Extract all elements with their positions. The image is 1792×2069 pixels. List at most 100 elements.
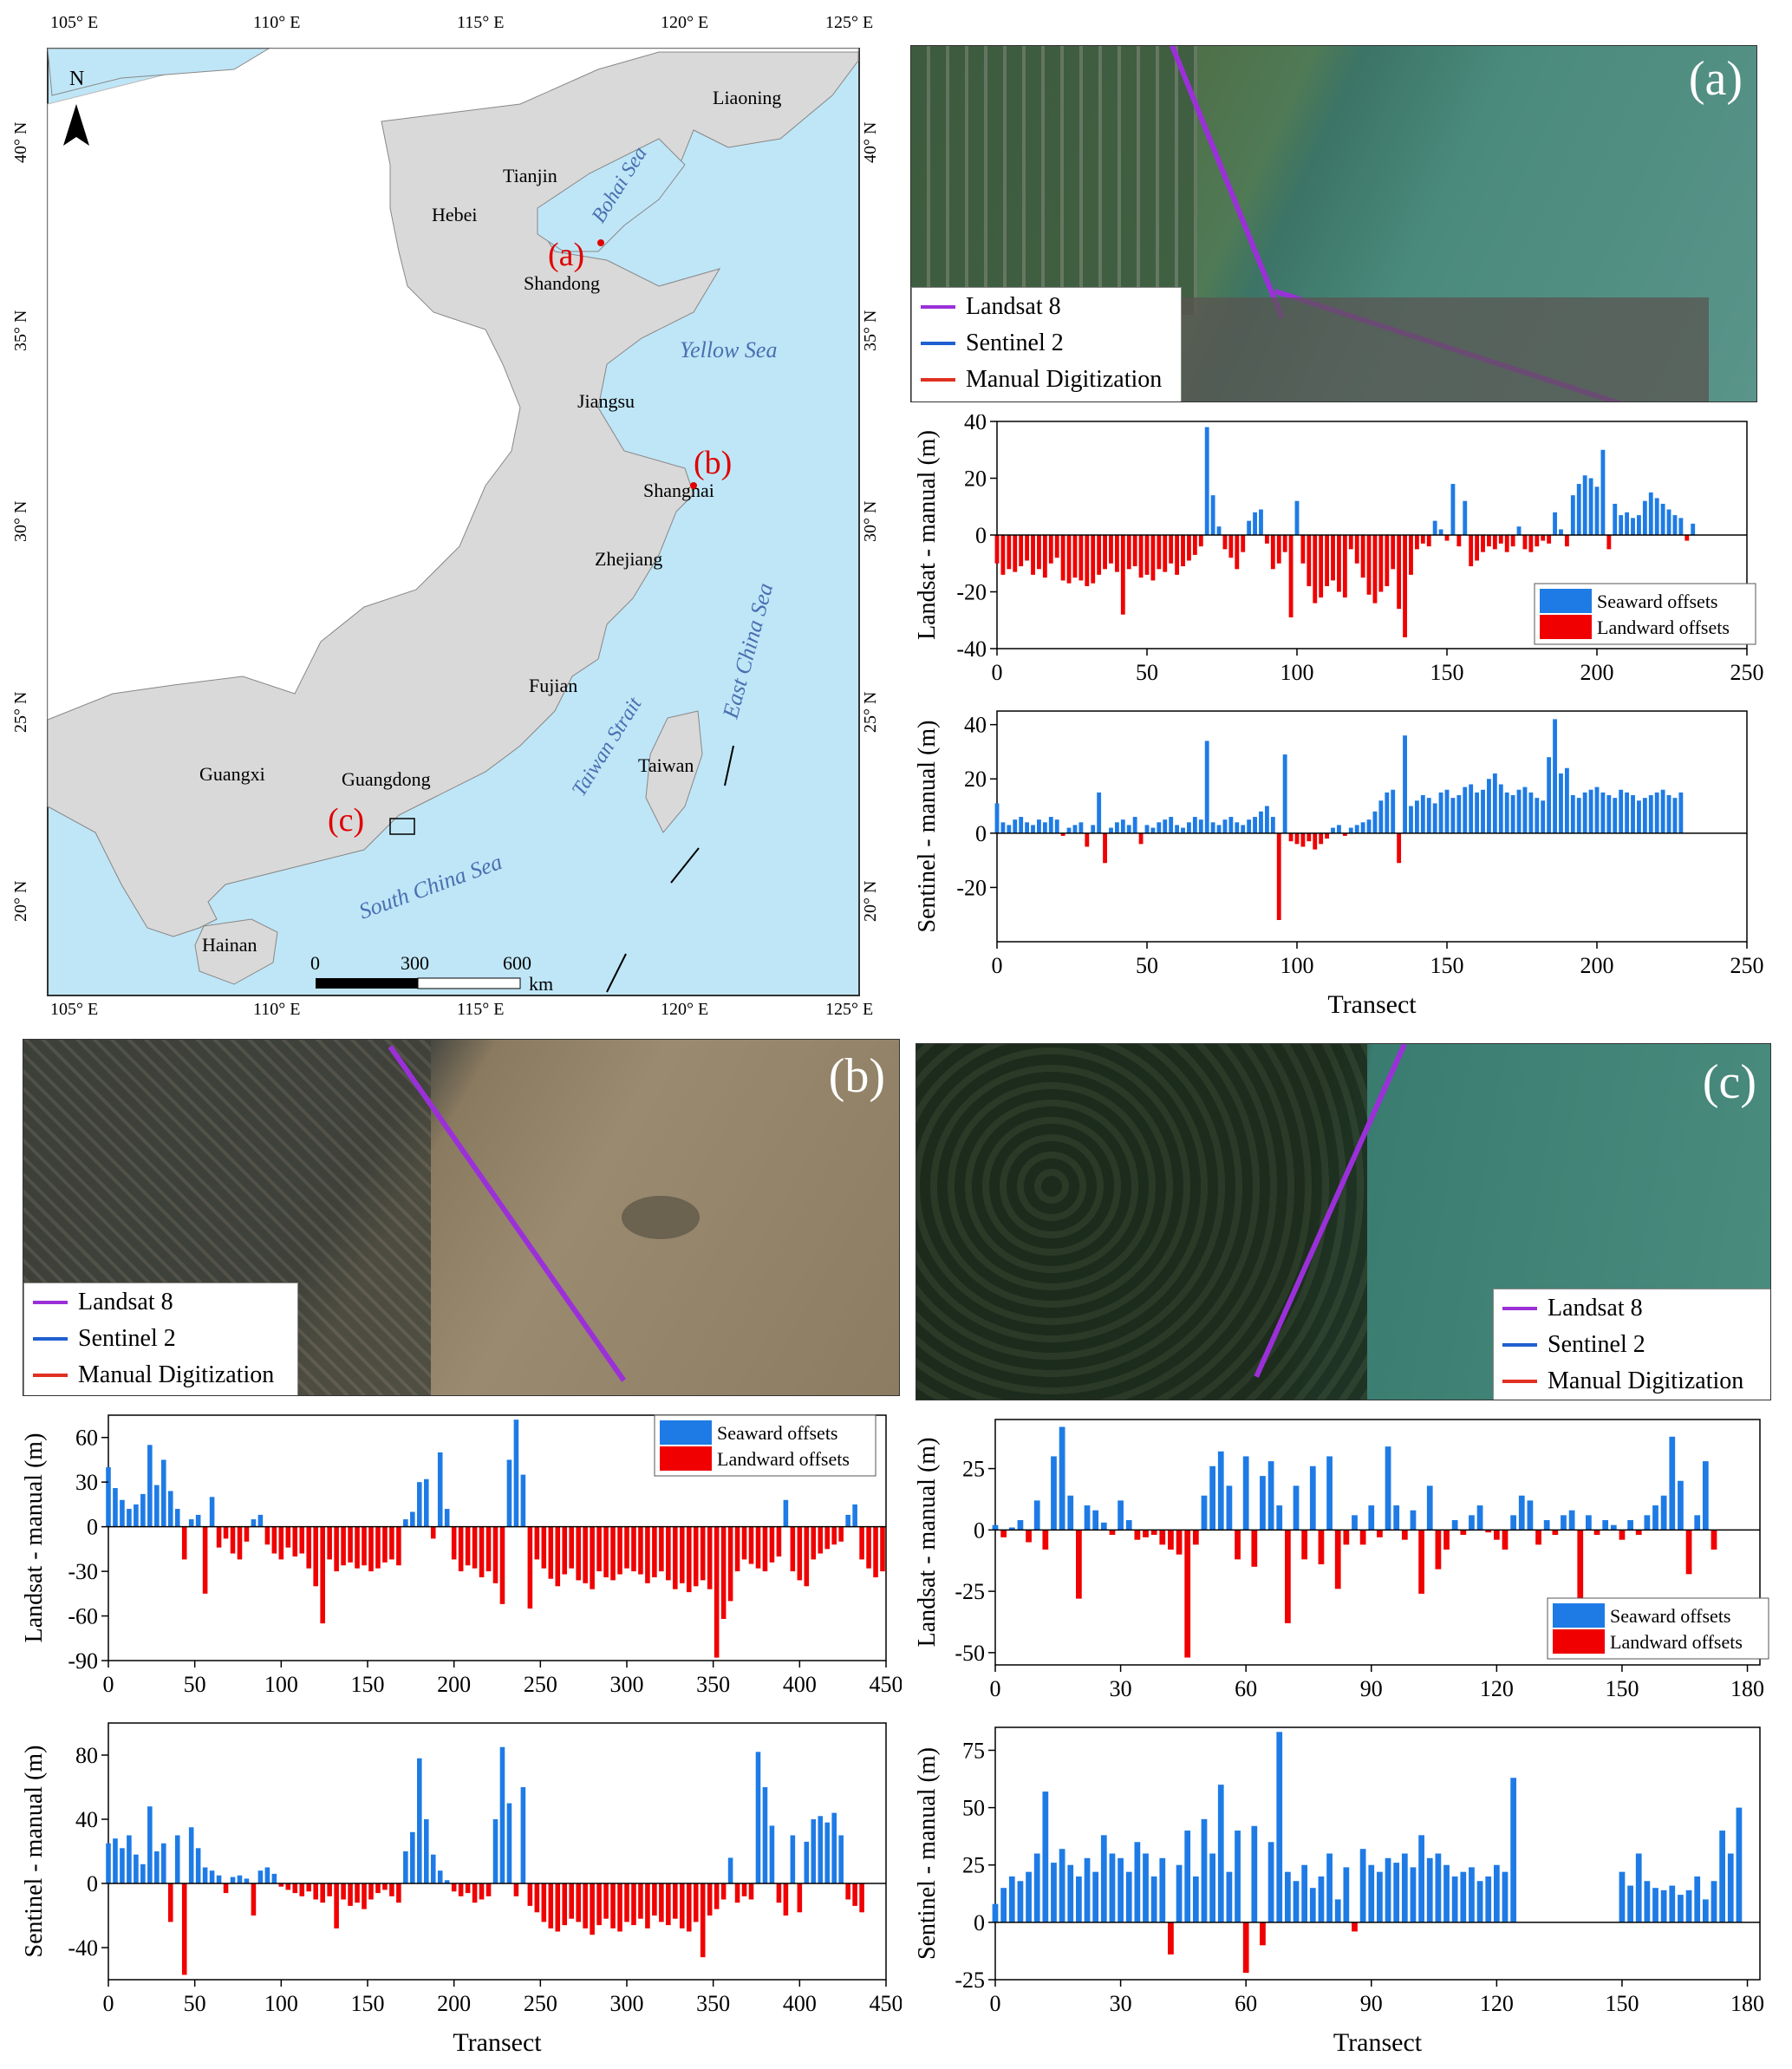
seaward-offset-bar — [1561, 1515, 1567, 1531]
province-guangxi: Guangxi — [199, 763, 265, 785]
latitude-tick-label: 40° N — [861, 122, 876, 163]
landward-offset-bar — [1114, 535, 1119, 572]
y-tick-label: 40 — [964, 414, 987, 434]
legend-item-landsat: Landsat 8 — [33, 1289, 173, 1316]
seaward-offset-bar — [1204, 741, 1209, 833]
longitude-tick-label: 110° E — [253, 13, 300, 32]
landward-offset-bar — [1409, 535, 1413, 575]
x-tick-label: 60 — [1235, 1676, 1257, 1701]
landward-offset-bar — [167, 1883, 173, 1922]
longitude-tick-label: 120° E — [661, 13, 708, 32]
seaward-offset-bar — [1264, 806, 1269, 833]
landward-offset-bar — [485, 1526, 492, 1572]
y-tick-label: 25 — [962, 1853, 985, 1878]
landward-offset-bar — [707, 1526, 713, 1589]
x-tick-label: 200 — [437, 1672, 471, 1697]
seaward-offset-bar — [1666, 795, 1671, 833]
landward-offset-bar — [1150, 1530, 1157, 1536]
landward-offset-bar — [1360, 535, 1365, 578]
landward-offset-bar — [1307, 832, 1312, 842]
seaward-offset-bar — [1217, 1451, 1224, 1531]
landward-offset-bar — [382, 1883, 388, 1890]
landward-swatch — [660, 1446, 712, 1471]
seaward-offset-bar — [1409, 806, 1413, 833]
seaward-offset-bar — [1568, 1510, 1575, 1531]
seaward-offset-bar — [1625, 512, 1630, 535]
landward-offset-bar — [1564, 535, 1569, 547]
landward-offset-bar — [1026, 1530, 1032, 1543]
landward-offset-bar — [1414, 535, 1419, 550]
seaward-offset-bar — [1019, 817, 1024, 833]
landward-offset-bar — [866, 1526, 871, 1569]
seaward-offset-bar — [1033, 1500, 1040, 1531]
seaward-offset-bar — [1631, 795, 1635, 833]
landward-offset-bar — [1097, 535, 1102, 575]
landward-offset-bar — [306, 1526, 312, 1569]
landward-offset-bar — [562, 1883, 568, 1926]
seaward-offset-bar — [140, 1863, 146, 1883]
seaward-offset-bar — [1502, 1871, 1509, 1922]
x-tick-label: 200 — [1580, 953, 1614, 978]
korea-top — [47, 48, 270, 96]
x-tick-label: 150 — [1430, 953, 1464, 978]
seaward-offset-bar — [1570, 495, 1575, 535]
seaward-offset-bar — [1642, 798, 1647, 833]
landward-offset-bar — [1007, 535, 1012, 570]
seaward-offset-bar — [1627, 1885, 1633, 1922]
landward-offset-bar — [472, 1883, 478, 1903]
landward-offset-bar — [451, 1526, 457, 1560]
seaward-offset-bar — [1260, 1476, 1266, 1531]
seaward-offset-bar — [1372, 811, 1378, 833]
seaward-offset-bar — [1613, 503, 1618, 535]
seaward-offset-bar — [1619, 515, 1624, 535]
landward-offset-bar — [576, 1526, 581, 1581]
x-tick-label: 0 — [992, 660, 1003, 685]
seaward-offset-bar — [1576, 798, 1581, 833]
seaward-offset-bar — [444, 1509, 450, 1527]
landward-offset-bar — [341, 1883, 346, 1900]
sentinel-line-icon — [1502, 1343, 1537, 1347]
seaward-offset-bar — [1711, 1881, 1717, 1922]
seaward-offset-bar — [1084, 1505, 1091, 1531]
seaward-offset-bar — [1492, 773, 1497, 833]
landward-offset-bar — [624, 1526, 629, 1569]
longitude-tick-label: 115° E — [457, 13, 504, 32]
x-tick-label: 180 — [1730, 1676, 1764, 1701]
seaward-offset-bar — [160, 1459, 166, 1527]
y-tick-label: -20 — [956, 580, 987, 605]
seaward-offset-bar — [1463, 500, 1468, 535]
landward-offset-bar — [1120, 535, 1125, 615]
landward-offset-bar — [638, 1883, 643, 1919]
manual-line-icon — [1502, 1380, 1537, 1383]
x-axis-label: Transect — [1333, 2028, 1423, 2057]
scale-label-0: 0 — [310, 952, 320, 974]
seaward-offset-bar — [1393, 1505, 1400, 1531]
landward-offset-bar — [548, 1883, 554, 1929]
landward-offset-bar — [278, 1883, 284, 1887]
seaward-offset-bar — [506, 1459, 512, 1527]
satellite-image-c: (c) Landsat 8 Sentinel 2 Manual Digitiza… — [916, 1043, 1771, 1400]
landward-offset-bar — [181, 1526, 187, 1560]
landward-offset-bar — [700, 1883, 706, 1958]
landward-offset-bar — [569, 1526, 575, 1569]
landward-offset-bar — [1276, 832, 1281, 920]
seaward-offset-bar — [1118, 1857, 1124, 1922]
y-axis-label: Landsat - manual (m) — [914, 430, 941, 640]
seaward-offset-bar — [1377, 1871, 1383, 1922]
bohai-sea — [537, 138, 686, 252]
north-arrow-icon — [63, 104, 89, 146]
seaward-offset-bar — [1359, 1849, 1366, 1922]
longitude-tick-label: 125° E — [825, 13, 873, 32]
landward-offset-bar — [873, 1526, 878, 1577]
seaward-offset-bar — [1504, 792, 1509, 833]
island-shoal — [622, 1196, 700, 1239]
landward-offset-bar — [1377, 1530, 1383, 1537]
landward-offset-bar — [804, 1526, 810, 1587]
seaward-offset-bar — [1008, 1876, 1015, 1922]
seaward-offset-bar — [1426, 1857, 1433, 1922]
province-hainan: Hainan — [202, 934, 257, 956]
seaward-offset-bar — [1352, 1515, 1358, 1531]
seaward-offset-bar — [1042, 1792, 1049, 1922]
landward-offset-bar — [1456, 535, 1462, 547]
chart-a-landsat: -40 -20 0 20 40 0 50 100 150 200 250 Landsat - manu… — [914, 414, 1764, 685]
